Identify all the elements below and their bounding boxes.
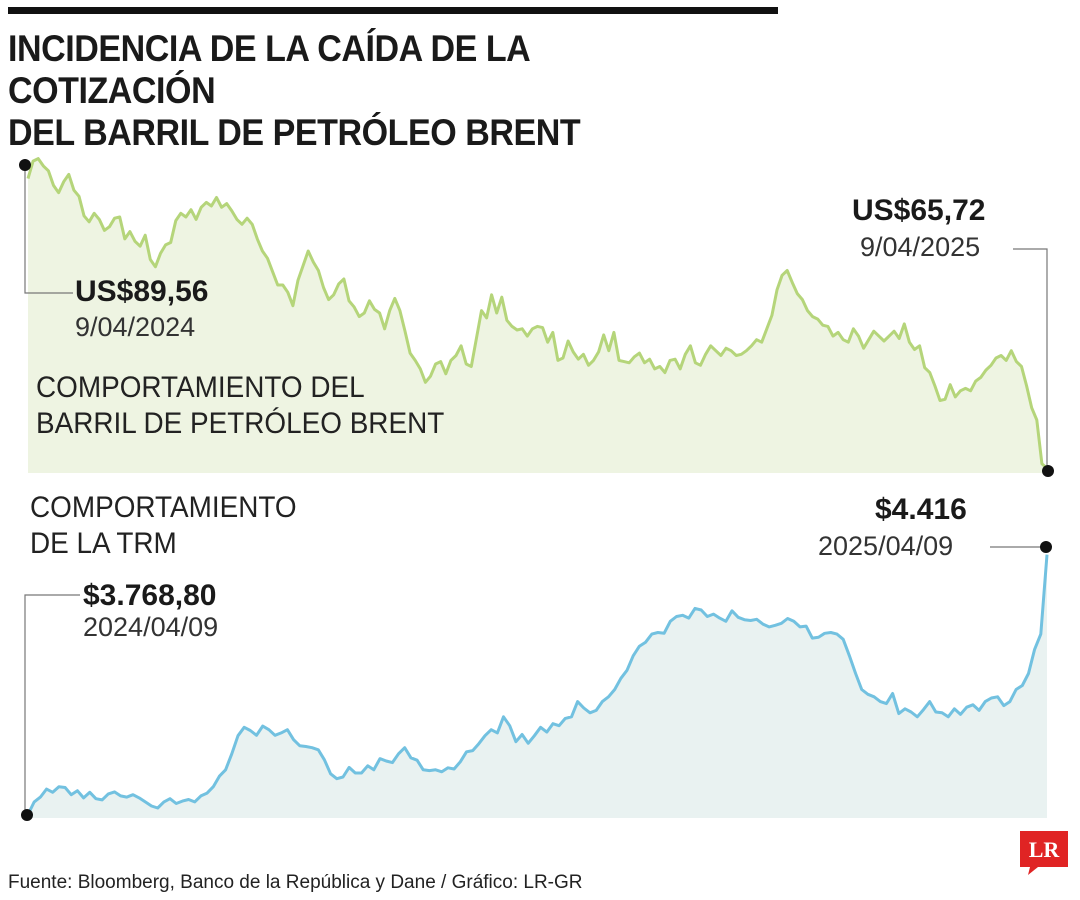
chart-title-line-1: INCIDENCIA DE LA CAÍDA DE LA COTIZACIÓN — [8, 28, 530, 111]
trm-end-value: $4.416 — [875, 493, 967, 526]
chart-title-line-2: DEL BARRIL DE PETRÓLEO BRENT — [8, 112, 581, 153]
trm-start-value: $3.768,80 — [83, 579, 217, 612]
trm-label-line-1: COMPORTAMIENTO — [30, 491, 297, 524]
brent-end-date: 9/04/2025 — [860, 232, 981, 262]
brent-series-line — [26, 157, 1049, 470]
brent-end-value: US$65,72 — [852, 194, 986, 227]
brent-start-leader — [24, 165, 73, 294]
top-rule — [8, 7, 778, 14]
trm-start-leader — [24, 594, 80, 812]
lr-logo-text: LR — [1029, 837, 1061, 862]
brent-start-marker — [19, 159, 31, 171]
trm-series-line — [26, 554, 1049, 816]
trm-start-marker — [21, 809, 33, 821]
lr-logo: LR — [1020, 831, 1068, 875]
trm-start-date: 2024/04/09 — [83, 612, 219, 642]
trm-label-line-2: DE LA TRM — [30, 527, 177, 560]
brent-end-leader — [1013, 248, 1048, 468]
brent-label-line-2: BARRIL DE PETRÓLEO BRENT — [36, 407, 445, 440]
chart-title: INCIDENCIA DE LA CAÍDA DE LA COTIZACIÓN … — [8, 28, 744, 154]
brent-chart-label: COMPORTAMIENTO DEL BARRIL DE PETRÓLEO BR… — [36, 370, 444, 442]
brent-start-date: 9/04/2024 — [75, 312, 196, 342]
lr-logo-badge — [1020, 831, 1068, 875]
brent-area-fill — [28, 158, 1047, 473]
source-note: Fuente: Bloomberg, Banco de la República… — [8, 872, 583, 893]
trm-end-marker — [1040, 541, 1052, 553]
trm-end-date: 2025/04/09 — [818, 531, 954, 561]
trm-area-fill — [28, 554, 1047, 818]
trm-chart-label: COMPORTAMIENTO DE LA TRM — [30, 490, 297, 562]
brent-end-marker — [1042, 465, 1054, 477]
brent-label-line-1: COMPORTAMIENTO DEL — [36, 371, 365, 404]
brent-start-value: US$89,56 — [75, 275, 209, 308]
